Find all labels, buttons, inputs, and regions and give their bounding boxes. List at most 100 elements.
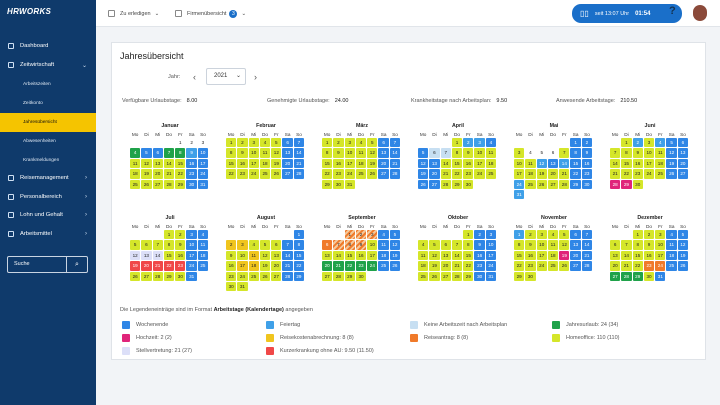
day-cell[interactable]: 14 <box>293 148 305 158</box>
day-cell[interactable]: 23 <box>463 169 474 179</box>
day-cell[interactable]: 23 <box>643 261 655 271</box>
sidebar-item-dashboard[interactable]: Dashboard <box>0 37 96 55</box>
day-cell[interactable]: 30 <box>474 271 485 281</box>
day-cell[interactable]: 23 <box>186 169 197 179</box>
day-cell[interactable]: 17 <box>655 250 666 261</box>
day-cell[interactable]: 26 <box>367 169 378 179</box>
day-cell[interactable]: 6 <box>282 138 293 148</box>
day-cell[interactable]: 12 <box>141 158 152 169</box>
day-cell[interactable]: 10 <box>485 240 497 250</box>
day-cell[interactable]: 8 <box>344 240 355 250</box>
day-cell[interactable]: 4 <box>259 138 271 148</box>
day-cell[interactable]: 29 <box>570 179 581 189</box>
day-cell[interactable]: 8 <box>226 148 237 158</box>
day-cell[interactable]: 4 <box>655 138 666 148</box>
day-cell[interactable]: 15 <box>226 158 237 169</box>
day-cell[interactable]: 17 <box>536 250 547 261</box>
day-cell[interactable]: 24 <box>514 179 525 189</box>
day-cell[interactable]: 6 <box>610 240 621 250</box>
day-cell[interactable]: 7 <box>610 148 621 158</box>
day-cell[interactable]: 31 <box>186 271 197 281</box>
day-cell[interactable]: 12 <box>367 148 378 158</box>
day-cell[interactable]: 29 <box>451 179 463 189</box>
search-box[interactable]: Suche ⌕ <box>7 256 88 273</box>
day-cell[interactable]: 24 <box>485 261 497 271</box>
day-cell[interactable]: 29 <box>163 271 175 281</box>
day-cell[interactable]: 28 <box>581 261 593 271</box>
subitem-jahresuebersicht[interactable]: Jahresübersicht <box>0 113 96 132</box>
day-cell[interactable]: 27 <box>570 261 581 271</box>
day-cell[interactable]: 10 <box>514 158 525 169</box>
day-cell[interactable]: 12 <box>559 240 570 250</box>
day-cell[interactable]: 12 <box>259 250 271 261</box>
day-cell[interactable]: 9 <box>474 240 485 250</box>
timer-button[interactable]: ▯▯ seit 13:07 Uhr 01:54 <box>572 4 682 23</box>
day-cell[interactable]: 23 <box>226 271 237 281</box>
day-cell[interactable]: 30 <box>186 179 197 189</box>
day-cell[interactable]: 31 <box>514 189 525 200</box>
day-cell[interactable]: 23 <box>632 169 643 179</box>
day-cell[interactable]: 13 <box>677 148 689 158</box>
day-cell[interactable]: 6 <box>271 240 282 250</box>
day-cell[interactable]: 5 <box>429 240 440 250</box>
day-cell[interactable]: 2 <box>463 138 474 148</box>
day-cell[interactable]: 12 <box>677 240 689 250</box>
day-cell[interactable]: 28 <box>559 179 570 189</box>
day-cell[interactable]: 5 <box>559 230 570 240</box>
day-cell[interactable]: 22 <box>514 261 525 271</box>
day-cell[interactable]: 20 <box>429 169 440 179</box>
day-cell[interactable]: 22 <box>451 169 463 179</box>
day-cell[interactable]: 14 <box>451 250 463 261</box>
day-cell[interactable]: 20 <box>322 261 333 271</box>
day-cell[interactable]: 17 <box>514 169 525 179</box>
day-cell[interactable]: 18 <box>666 250 677 261</box>
day-cell[interactable]: 13 <box>429 158 440 169</box>
sidebar-item-reisemanagement[interactable]: Reisemanagement › <box>0 169 96 187</box>
day-cell[interactable]: 17 <box>186 250 197 261</box>
day-cell[interactable]: 18 <box>355 158 367 169</box>
day-cell[interactable]: 24 <box>643 169 655 179</box>
day-cell[interactable]: 30 <box>643 271 655 281</box>
day-cell[interactable]: 19 <box>259 261 271 271</box>
day-cell[interactable]: 10 <box>536 240 547 250</box>
day-cell[interactable]: 21 <box>581 250 593 261</box>
day-cell[interactable]: 15 <box>344 250 355 261</box>
day-cell[interactable]: 14 <box>559 158 570 169</box>
day-cell[interactable]: 31 <box>344 179 355 189</box>
day-cell[interactable]: 18 <box>485 158 497 169</box>
day-cell[interactable]: 22 <box>322 169 333 179</box>
day-cell[interactable]: 2 <box>581 138 593 148</box>
day-cell[interactable]: 7 <box>621 240 632 250</box>
day-cell[interactable]: 16 <box>333 158 344 169</box>
day-cell[interactable]: 23 <box>474 261 485 271</box>
day-cell[interactable]: 1 <box>463 230 474 240</box>
day-cell[interactable]: 3 <box>536 230 547 240</box>
day-cell[interactable]: 16 <box>643 250 655 261</box>
day-cell[interactable]: 5 <box>130 240 141 250</box>
day-cell[interactable]: 25 <box>655 169 666 179</box>
day-cell[interactable]: 3 <box>514 148 525 158</box>
day-cell[interactable]: 23 <box>175 261 186 271</box>
day-cell[interactable]: 4 <box>529 150 532 156</box>
day-cell[interactable]: 23 <box>237 169 248 179</box>
day-cell[interactable]: 30 <box>463 179 474 189</box>
day-cell[interactable]: 30 <box>632 179 643 189</box>
day-cell[interactable]: 14 <box>610 158 621 169</box>
day-cell[interactable]: 9 <box>333 148 344 158</box>
day-cell[interactable]: 7 <box>559 148 570 158</box>
day-cell[interactable]: 10 <box>655 240 666 250</box>
day-cell[interactable]: 19 <box>141 169 152 179</box>
day-cell[interactable]: 12 <box>666 148 677 158</box>
day-cell[interactable]: 9 <box>643 240 655 250</box>
subitem-krankmeldungen[interactable]: Krankmeldungen <box>23 158 60 163</box>
day-cell[interactable]: 15 <box>175 158 186 169</box>
subitem-zeitkonto[interactable]: Zeitkonto <box>23 101 43 106</box>
day-cell[interactable]: 3 <box>248 138 259 148</box>
day-cell[interactable]: 21 <box>293 158 305 169</box>
day-cell[interactable]: 27 <box>378 169 389 179</box>
day-cell[interactable]: 27 <box>440 271 451 281</box>
day-cell[interactable]: 4 <box>130 148 141 158</box>
day-cell[interactable]: 29 <box>514 271 525 281</box>
day-cell[interactable]: 17 <box>344 158 355 169</box>
day-cell[interactable]: 25 <box>485 169 497 179</box>
